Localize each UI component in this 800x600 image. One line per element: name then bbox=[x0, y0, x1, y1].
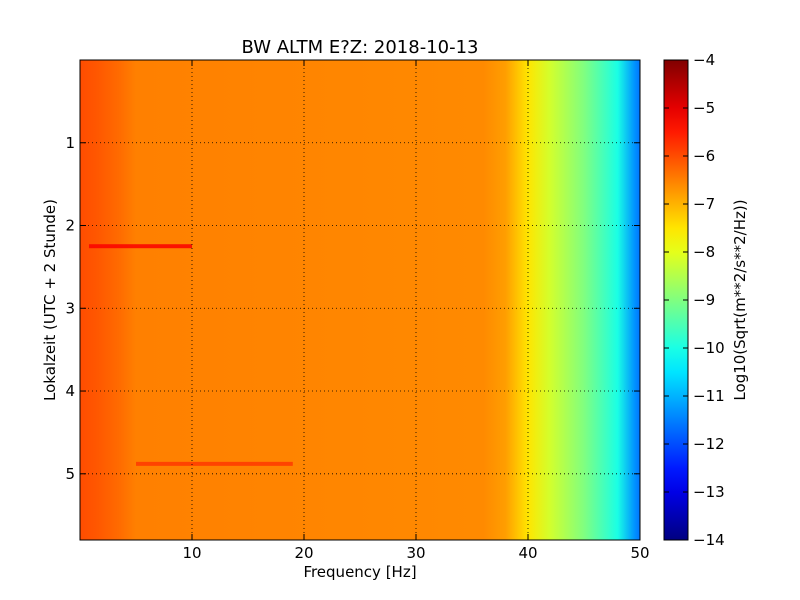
x-tick-label: 20 bbox=[294, 544, 313, 562]
y-tick-label: 5 bbox=[65, 465, 75, 483]
x-tick-label: 30 bbox=[406, 544, 425, 562]
colorbar-tick-label: −6 bbox=[693, 147, 715, 165]
y-axis-label: Lokalzeit (UTC + 2 Stunde) bbox=[41, 199, 59, 401]
x-tick-label: 10 bbox=[182, 544, 201, 562]
colorbar-tick-label: −11 bbox=[693, 387, 725, 405]
colorbar-tick-label: −10 bbox=[693, 339, 725, 357]
heatmap-image bbox=[80, 60, 640, 540]
colorbar-label: Log10(Sqrt(m**2/s**2/Hz)) bbox=[731, 199, 749, 400]
colorbar-tick-label: −13 bbox=[693, 483, 725, 501]
feature-band bbox=[88, 244, 192, 249]
colorbar-tick-label: −9 bbox=[693, 291, 715, 309]
y-tick-label: 2 bbox=[65, 217, 75, 235]
y-tick-label: 4 bbox=[65, 382, 75, 400]
heatmap-features bbox=[88, 244, 293, 466]
x-tick-label: 40 bbox=[518, 544, 537, 562]
colorbar-tick-label: −8 bbox=[693, 243, 715, 261]
colorbar-tick-label: −12 bbox=[693, 435, 725, 453]
plot-frame bbox=[79, 59, 641, 541]
colorbar-ticks: −4 −5 −6 −7 −8 −9 −10 −11 −12 −13 −14 bbox=[664, 51, 725, 549]
y-tick-label: 1 bbox=[65, 134, 75, 152]
colorbar-tick-label: −5 bbox=[693, 99, 715, 117]
x-axis-label: Frequency [Hz] bbox=[303, 563, 416, 581]
y-tick-label: 3 bbox=[65, 299, 75, 317]
y-axis: 1 2 3 4 5 bbox=[65, 134, 640, 483]
feature-band bbox=[136, 461, 293, 466]
plot-area bbox=[79, 59, 641, 541]
x-axis: 10 20 30 40 50 bbox=[182, 60, 650, 562]
colorbar: −4 −5 −6 −7 −8 −9 −10 −11 −12 −13 −14 bbox=[663, 51, 725, 549]
grid-lines bbox=[80, 60, 640, 540]
x-tick-label: 50 bbox=[630, 544, 649, 562]
chart-title: BW ALTM E?Z: 2018-10-13 bbox=[242, 37, 479, 58]
colorbar-tick-label: −14 bbox=[693, 531, 725, 549]
colorbar-tick-label: −4 bbox=[693, 51, 715, 69]
colorbar-tick-label: −7 bbox=[693, 195, 715, 213]
